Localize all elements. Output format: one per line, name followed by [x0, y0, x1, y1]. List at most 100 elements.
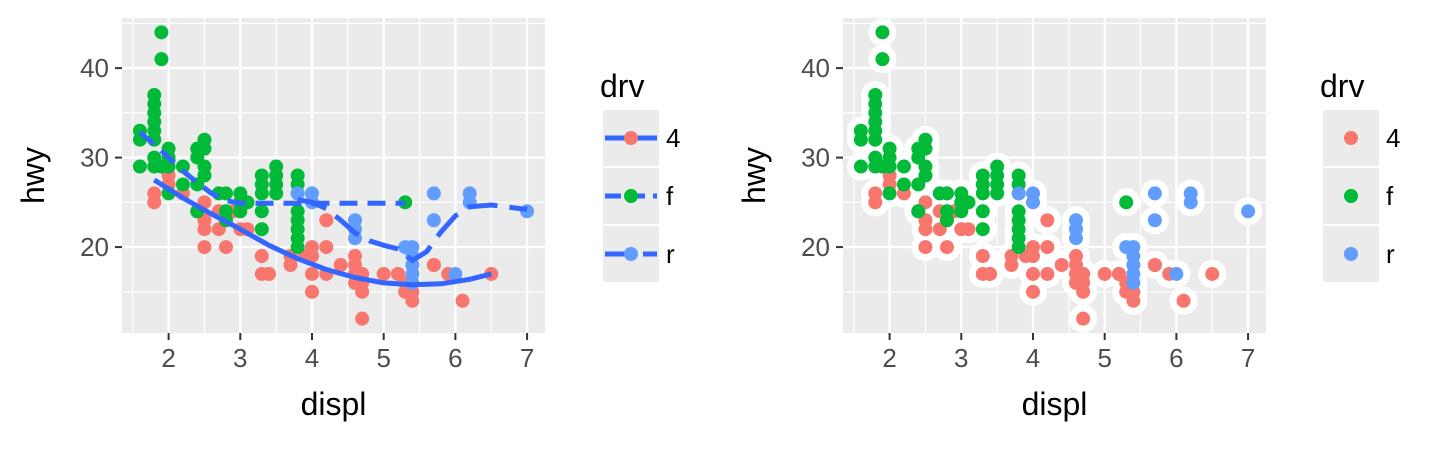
data-point-f — [961, 195, 976, 210]
data-point-r — [1011, 186, 1026, 201]
y-tick-label: 20 — [801, 232, 830, 262]
legend-key-point — [1344, 247, 1358, 261]
data-point-f — [175, 177, 190, 192]
legend-key-point — [1344, 189, 1358, 203]
data-point-r — [1147, 213, 1162, 228]
data-point-r — [448, 266, 463, 281]
data-point-f — [254, 168, 269, 183]
x-tick-label: 5 — [1097, 343, 1111, 373]
data-point-4 — [918, 240, 933, 255]
y-axis-title: hwy — [736, 147, 772, 204]
data-point-4 — [426, 257, 441, 272]
legend-key-4: 4 — [603, 110, 680, 166]
smooth-lines — [138, 130, 528, 288]
data-point-f — [218, 186, 233, 201]
data-point-4 — [261, 266, 276, 281]
axes: 2 3 4 5 6 7 20 30 40 displ hwy — [736, 53, 1255, 422]
data-point-f — [154, 25, 169, 40]
data-point-4 — [961, 222, 976, 237]
data-point-f — [918, 159, 933, 174]
data-point-f — [853, 132, 868, 147]
data-point-f — [240, 195, 255, 210]
data-point-f — [896, 177, 911, 192]
data-point-4 — [1076, 311, 1091, 326]
data-point-f — [269, 186, 284, 201]
data-point-f — [175, 159, 190, 174]
data-point-f — [882, 159, 897, 174]
y-tick-label: 30 — [80, 143, 109, 173]
data-point-f — [990, 186, 1005, 201]
legend-label: r — [1386, 239, 1395, 269]
data-point-r — [1183, 195, 1198, 210]
data-point-4 — [147, 195, 162, 210]
data-point-4 — [1176, 293, 1191, 308]
x-tick-label: 5 — [376, 343, 390, 373]
data-point-4 — [455, 293, 470, 308]
data-point-f — [975, 222, 990, 237]
data-point-4 — [355, 284, 370, 299]
x-tick-label: 6 — [1169, 343, 1183, 373]
data-point-f — [1119, 195, 1134, 210]
data-point-4 — [304, 284, 319, 299]
x-tick-label: 7 — [1241, 343, 1255, 373]
data-point-4 — [333, 257, 348, 272]
x-tick-label: 4 — [305, 343, 319, 373]
data-point-f — [197, 159, 212, 174]
legend-key-f: f — [1323, 168, 1394, 224]
data-point-f — [911, 204, 926, 219]
data-point-4 — [918, 222, 933, 237]
data-point-f — [882, 186, 897, 201]
data-point-4 — [218, 240, 233, 255]
data-point-f — [975, 204, 990, 219]
x-axis-title: displ — [1022, 386, 1088, 422]
data-point-4 — [975, 249, 990, 264]
legend-label: f — [666, 181, 674, 211]
y-tick-label: 20 — [80, 232, 109, 262]
legend-key-point — [1344, 131, 1358, 145]
data-point-4 — [1040, 213, 1055, 228]
smooth-line-4 — [152, 177, 492, 288]
data-point-4 — [1054, 257, 1069, 272]
data-point-r — [426, 213, 441, 228]
data-point-f — [254, 204, 269, 219]
legend: drv 4 fr — [600, 68, 680, 282]
data-point-f — [154, 52, 169, 67]
series-r — [1011, 186, 1256, 290]
data-point-r — [426, 186, 441, 201]
data-point-f — [875, 25, 890, 40]
legend-title: drv — [600, 68, 644, 104]
data-point-f — [896, 159, 911, 174]
x-axis-title: displ — [301, 386, 367, 422]
data-point-f — [1011, 168, 1026, 183]
data-point-4 — [1040, 266, 1055, 281]
axes: 2 3 4 5 6 7 20 30 40 displ hwy — [15, 53, 534, 422]
chart-panel-2: 2 3 4 5 6 7 20 30 40 displ hwy drv 4 fr — [736, 18, 1400, 422]
legend-label: 4 — [1386, 123, 1400, 153]
data-point-r — [1126, 275, 1141, 290]
legend-key-r: r — [603, 226, 675, 282]
data-point-f — [254, 222, 269, 237]
legend-key-point — [624, 247, 638, 261]
data-point-f — [197, 141, 212, 156]
legend-key-4: 4 — [1323, 110, 1400, 166]
data-point-f — [868, 87, 883, 102]
data-point-4 — [982, 266, 997, 281]
data-point-f — [290, 240, 305, 255]
legend-key-point — [624, 189, 638, 203]
data-point-4 — [319, 213, 334, 228]
data-point-4 — [405, 293, 420, 308]
data-point-r — [1169, 266, 1184, 281]
chart-panel-1: 2 3 4 5 6 7 20 30 40 displ hwy drv 4 fr — [15, 18, 680, 422]
y-tick-label: 40 — [801, 53, 830, 83]
legend-key-r: r — [1323, 226, 1395, 282]
data-point-f — [918, 141, 933, 156]
data-point-4 — [1076, 284, 1091, 299]
data-point-4 — [1205, 266, 1220, 281]
data-points — [846, 18, 1263, 333]
data-point-4 — [304, 249, 319, 264]
x-tick-label: 2 — [161, 343, 175, 373]
data-point-r — [1147, 186, 1162, 201]
data-points — [132, 25, 535, 326]
